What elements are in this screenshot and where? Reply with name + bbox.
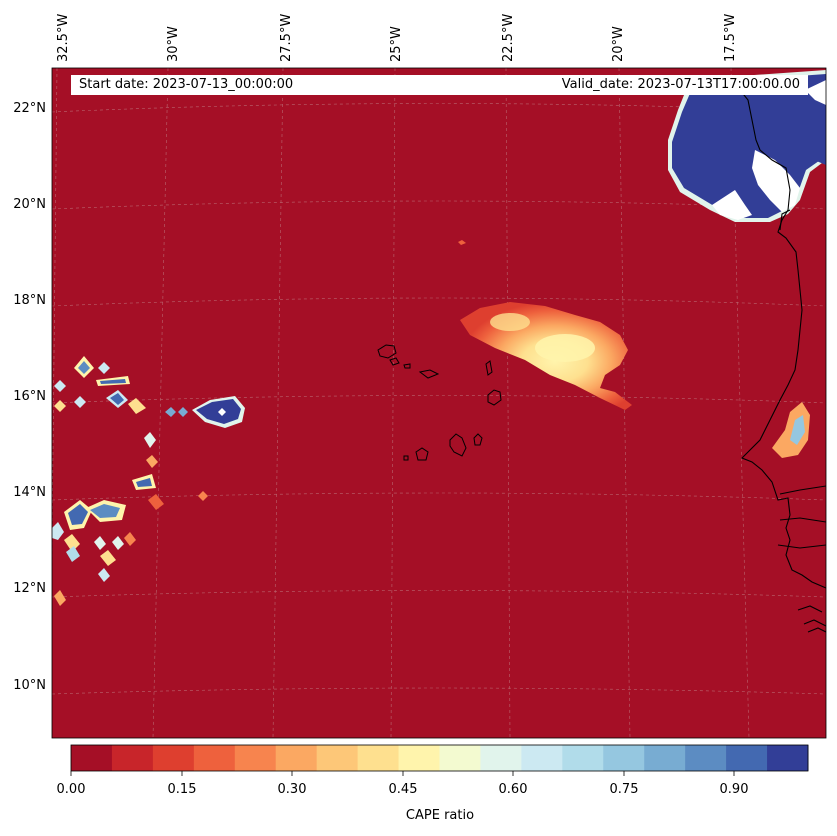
colorbar-tick-label: 0.90 xyxy=(720,782,749,797)
colorbar-swatch xyxy=(726,745,768,771)
colorbar-swatch xyxy=(111,745,154,771)
colorbar-swatch xyxy=(644,745,686,771)
lon-tick-label: 17.5°W xyxy=(723,14,738,62)
lat-tick-label: 14°N xyxy=(13,485,46,500)
map-features xyxy=(52,68,826,738)
colorbar-frame xyxy=(70,744,809,772)
low-cape-blob-coast xyxy=(772,402,810,458)
coastline xyxy=(739,89,826,633)
date-info-box: Start date: 2023-07-13_00:00:00 Valid_da… xyxy=(71,75,808,95)
colorbar-tick-label: 0.75 xyxy=(610,782,639,797)
high-cape-region-north xyxy=(668,70,826,222)
scattered-cells-west xyxy=(52,240,466,606)
colorbar-swatch xyxy=(521,745,563,771)
colorbar-tick-label: 0.30 xyxy=(278,782,307,797)
low-cape-blob-center xyxy=(460,302,632,410)
lat-tick-label: 20°N xyxy=(13,197,46,212)
lat-tick-label: 12°N xyxy=(13,581,46,596)
gridlines xyxy=(52,68,826,738)
colorbar-swatch xyxy=(767,745,809,771)
colorbar-swatch xyxy=(316,745,359,771)
colorbar-swatch xyxy=(193,745,236,771)
colorbar xyxy=(71,745,809,771)
lon-tick-label: 27.5°W xyxy=(279,14,294,62)
start-date-label: Start date: 2023-07-13_00:00:00 xyxy=(79,77,294,92)
lat-tick-label: 10°N xyxy=(13,678,46,693)
colorbar-tick-label: 0.15 xyxy=(168,782,197,797)
colorbar-tick-label: 0.60 xyxy=(499,782,528,797)
colorbar-swatch xyxy=(439,745,481,771)
lon-tick-label: 30°W xyxy=(166,26,181,62)
lat-tick-label: 18°N xyxy=(13,293,46,308)
colorbar-swatch xyxy=(152,745,195,771)
lat-tick-label: 16°N xyxy=(13,389,46,404)
colorbar-swatch xyxy=(71,745,113,771)
colorbar-swatch xyxy=(562,745,604,771)
colorbar-swatch xyxy=(685,745,727,771)
lat-tick-label: 22°N xyxy=(13,101,46,116)
colorbar-label: CAPE ratio xyxy=(405,808,475,823)
colorbar-swatch xyxy=(398,745,440,771)
lat-tick-labels: 22°N 20°N 18°N 16°N 14°N 12°N 10°N xyxy=(13,101,46,693)
valid-date-label: Valid_date: 2023-07-13T17:00:00.00 xyxy=(561,77,800,92)
colorbar-swatch xyxy=(357,745,400,771)
high-cape-patch-west xyxy=(165,396,245,428)
lon-tick-label: 25°W xyxy=(389,26,404,62)
lon-tick-label: 32.5°W xyxy=(56,14,71,62)
colorbar-swatch xyxy=(480,745,522,771)
colorbar-tick-label: 0.45 xyxy=(389,782,418,797)
colorbar-swatch xyxy=(603,745,645,771)
colorbar-tick-labels: 0.00 0.15 0.30 0.45 0.60 0.75 0.90 xyxy=(57,782,749,797)
colorbar-swatch xyxy=(275,745,318,771)
lon-tick-label: 20°W xyxy=(611,26,626,62)
lon-tick-labels: 32.5°W 30°W 27.5°W 25°W 22.5°W 20°W 17.5… xyxy=(56,14,738,62)
colorbar-ticks xyxy=(70,771,735,776)
colorbar-tick-label: 0.00 xyxy=(57,782,86,797)
cape-verde-islands xyxy=(377,344,502,461)
map-frame xyxy=(51,67,827,739)
lon-tick-label: 22.5°W xyxy=(501,14,516,62)
colorbar-swatch xyxy=(234,745,277,771)
